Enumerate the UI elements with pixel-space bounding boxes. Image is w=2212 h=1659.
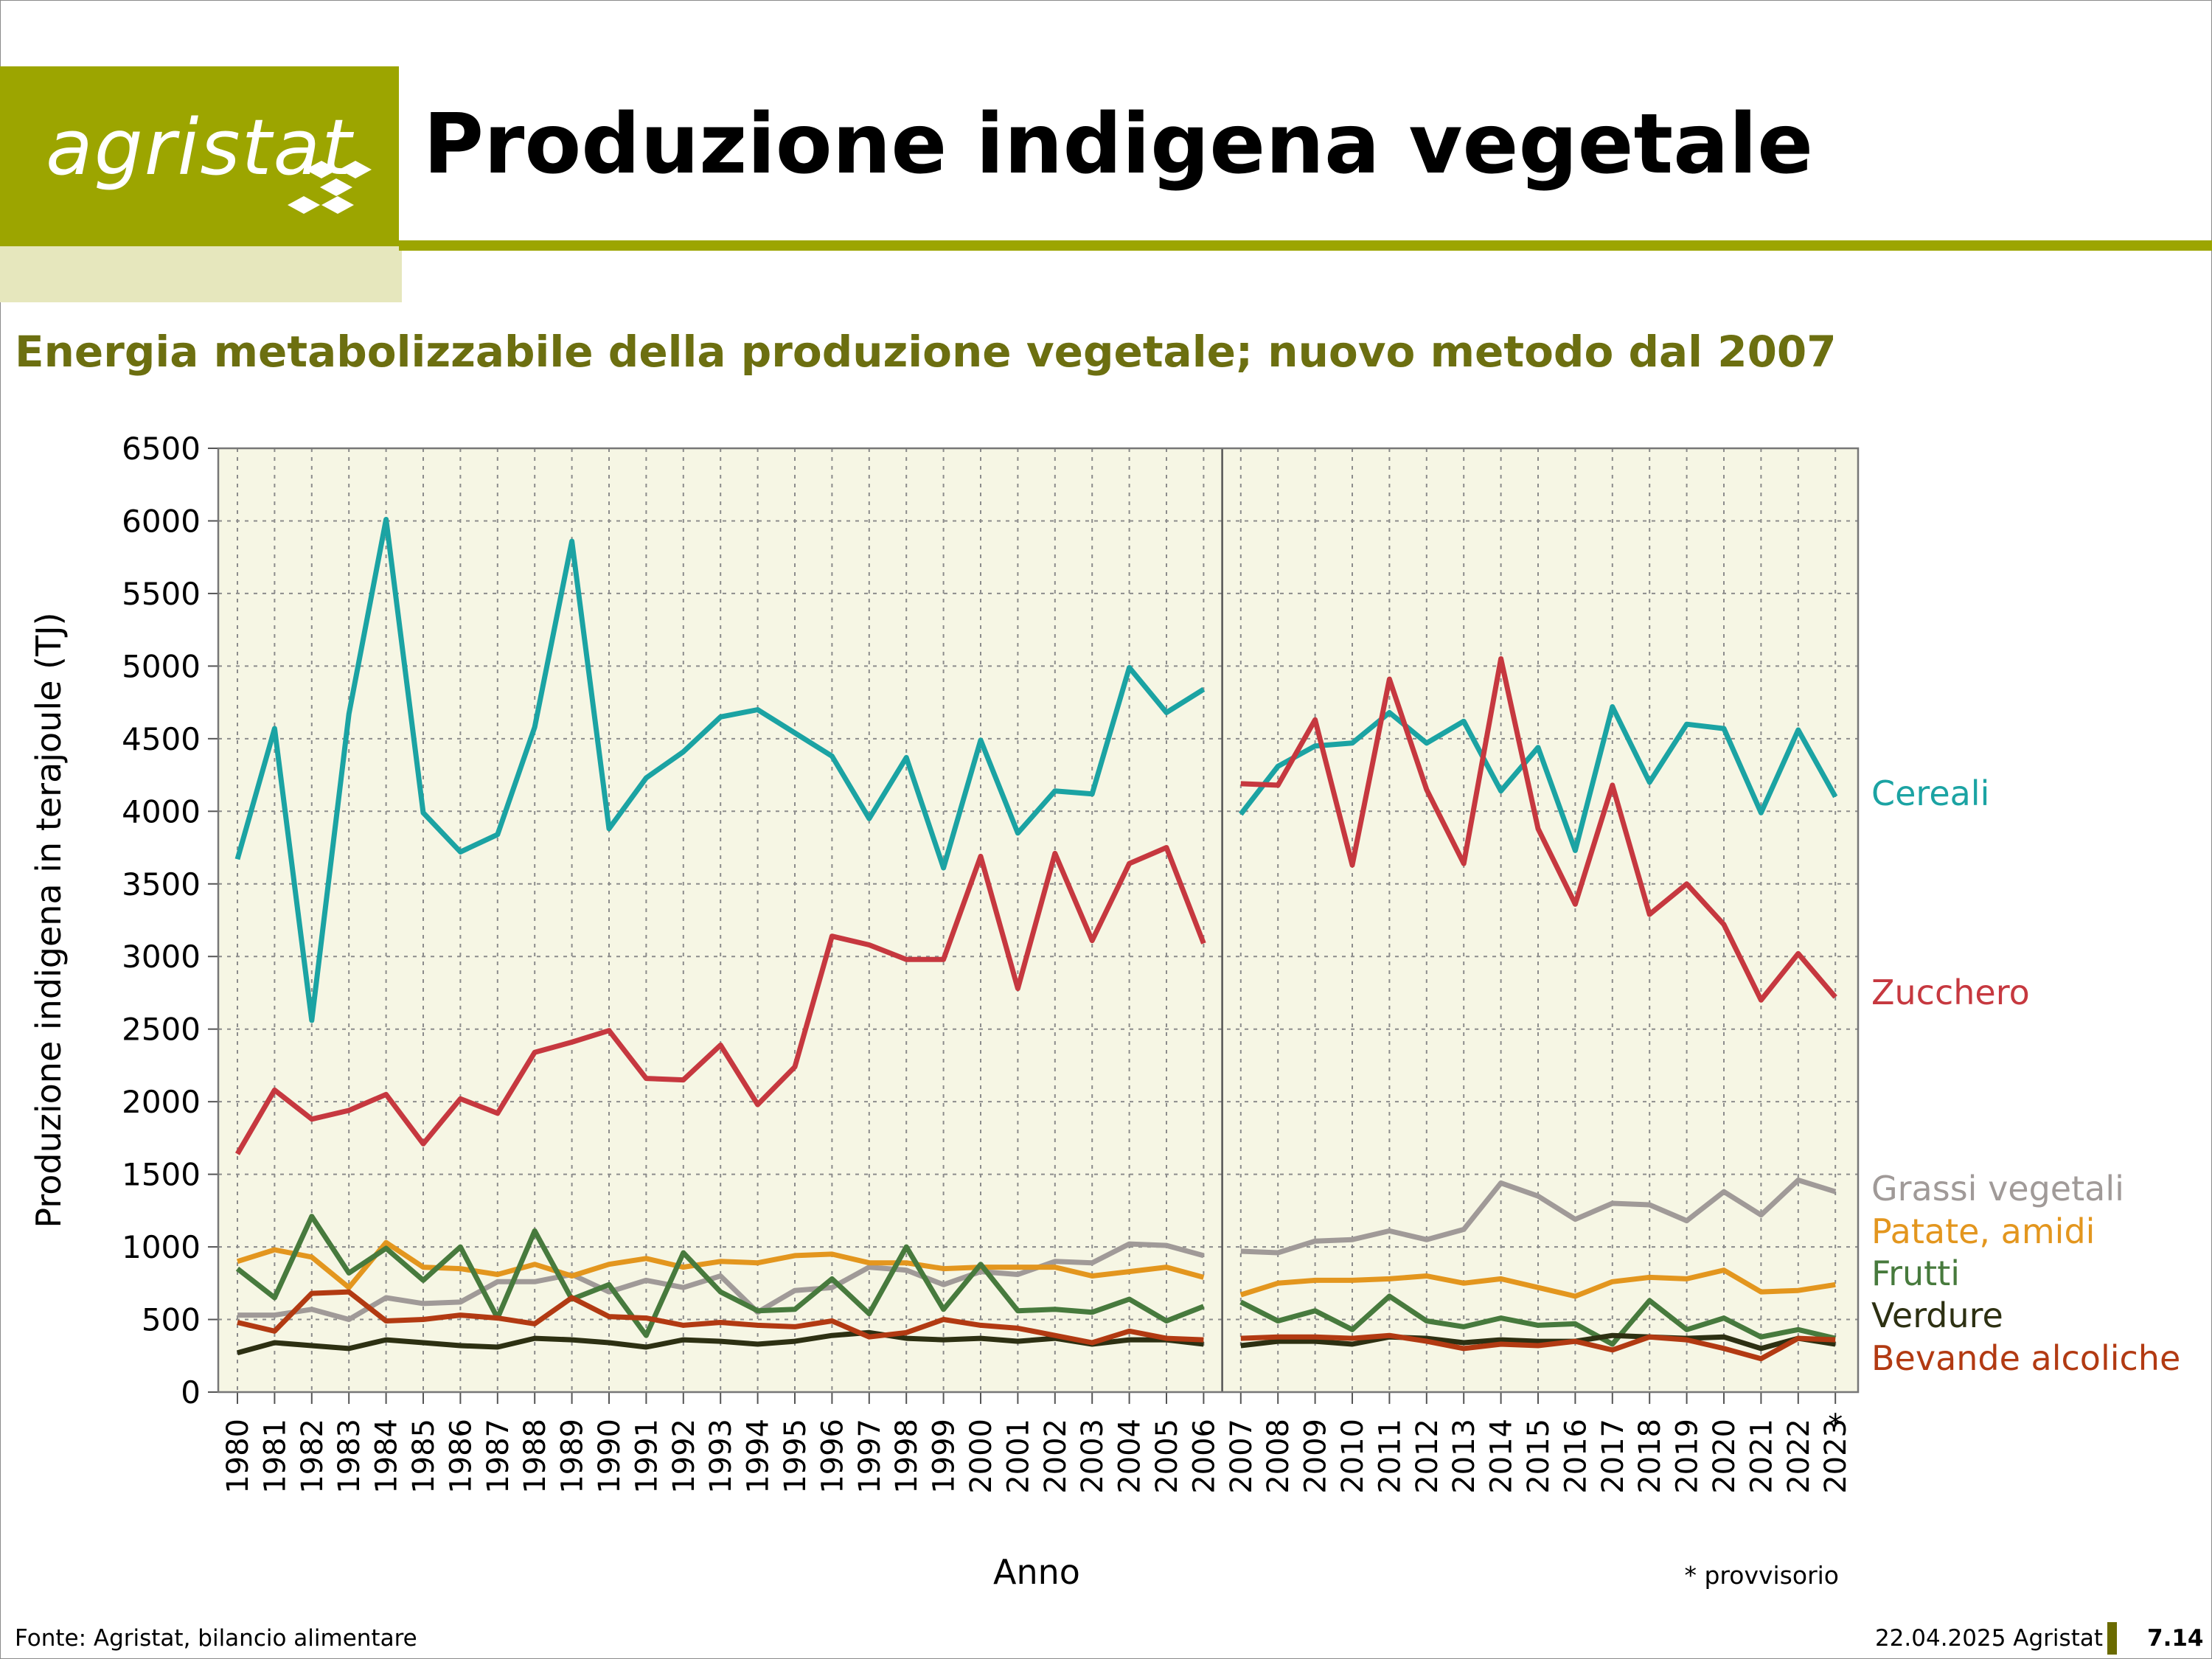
- x-tick-label: 1990: [593, 1419, 627, 1494]
- x-tick-label: 2004: [1113, 1419, 1147, 1494]
- x-tick-label: 1993: [704, 1419, 738, 1494]
- x-tick-label: 2002: [1039, 1419, 1073, 1494]
- x-tick-label: 2019: [1671, 1419, 1705, 1494]
- footer-source: Fonte: Agristat, bilancio alimentare: [15, 1625, 417, 1652]
- x-tick-label: 1999: [928, 1419, 961, 1494]
- series-line-frutti-1980-2006: [235, 1214, 1205, 1338]
- x-tick-label: 2021: [1745, 1419, 1778, 1494]
- x-tick-label: 2016: [1559, 1419, 1593, 1494]
- x-tick-label: 2003: [1076, 1419, 1110, 1494]
- y-tick-label: 0: [181, 1374, 201, 1411]
- legend-label-bevande-alcoliche: Bevande alcoliche: [1871, 1338, 2180, 1378]
- x-tick-label: 1981: [258, 1419, 292, 1494]
- series-line-frutti-2007-2023: [1239, 1293, 1836, 1347]
- footnote-marker: *: [1828, 1408, 1843, 1442]
- chart-subtitle: Energia metabolizzabile della produzione…: [15, 327, 1837, 377]
- y-tick-label: 5500: [122, 576, 201, 612]
- y-axis-title: Produzione indigena in terajoule (TJ): [29, 612, 69, 1228]
- y-tick-label: 4000: [122, 793, 201, 830]
- logo-underlay: [0, 246, 402, 302]
- series-line-cereali-1980-2006: [234, 517, 1206, 1023]
- page-number: 7.14: [2147, 1625, 2204, 1652]
- series-line-zucchero-1980-2006: [234, 845, 1206, 1155]
- x-tick-label: 2008: [1262, 1419, 1295, 1494]
- x-tick-label: 2013: [1447, 1419, 1481, 1494]
- series-line-grassi-vegetali-2007-2023: [1240, 1178, 1837, 1256]
- x-tick-label: 2017: [1596, 1419, 1630, 1494]
- footer-date: 22.04.2025 Agristat: [1874, 1625, 2103, 1652]
- agristat-logo: [0, 66, 399, 246]
- x-tick-label: 1980: [221, 1419, 255, 1494]
- footer-divider: [2107, 1622, 2117, 1655]
- x-tick-label: 1983: [333, 1419, 366, 1494]
- y-tick-label: 6000: [122, 503, 201, 539]
- x-tick-label: 2006: [1187, 1419, 1221, 1494]
- footnote-text: * provvisorio: [1684, 1561, 1839, 1590]
- series-line-bevande-alcoliche-2007-2023: [1240, 1332, 1836, 1362]
- x-tick-label: 1992: [667, 1419, 701, 1494]
- x-tick-label: 2010: [1336, 1419, 1370, 1494]
- x-tick-label: 2005: [1150, 1419, 1184, 1494]
- x-tick-label: 2022: [1782, 1419, 1816, 1494]
- y-tick-label: 6500: [122, 431, 201, 467]
- y-tick-label: 2000: [122, 1084, 201, 1120]
- series-line-patate-amidi-2007-2023: [1239, 1267, 1836, 1299]
- series-line-zucchero-2007-2023: [1240, 656, 1837, 1003]
- x-tick-label: 1998: [890, 1419, 924, 1494]
- x-tick-label: 1994: [742, 1419, 776, 1494]
- series-line-patate-amidi-1980-2006: [236, 1239, 1205, 1290]
- x-tick-label: 1986: [444, 1419, 478, 1494]
- x-tick-label: 1995: [779, 1419, 813, 1494]
- y-tick-label: 500: [142, 1302, 201, 1338]
- logo-diamonds-icon: [288, 161, 372, 214]
- x-tick-label: 1989: [556, 1419, 590, 1494]
- x-tick-label: 2007: [1225, 1419, 1259, 1494]
- x-axis-title: Anno: [993, 1552, 1080, 1592]
- x-tick-label: 2018: [1633, 1419, 1667, 1494]
- x-tick-label: 2015: [1522, 1419, 1556, 1494]
- x-tick-label: 2011: [1373, 1419, 1407, 1494]
- legend-label-cereali: Cereali: [1871, 773, 1989, 813]
- y-tick-label: 4500: [122, 721, 201, 757]
- x-tick-label: 1991: [630, 1419, 664, 1494]
- x-tick-label: 1982: [296, 1419, 330, 1494]
- series-line-bevande-alcoliche-1980-2006: [237, 1289, 1204, 1346]
- x-tick-label: 2001: [1001, 1419, 1035, 1494]
- line-chart: 0 500 1000 1500 2000 2500 3000 3500 4000 4500 5000…: [29, 431, 2180, 1592]
- plot-frame: [217, 447, 1860, 1394]
- series-line-cereali-2007-2023: [1239, 704, 1838, 853]
- legend-label-zucchero: Zucchero: [1871, 973, 2030, 1012]
- x-tick-label: 2014: [1485, 1419, 1519, 1494]
- x-tick-label: 1985: [407, 1419, 441, 1494]
- x-tick-label: 2012: [1411, 1419, 1444, 1494]
- legend-label-verdure: Verdure: [1871, 1295, 2003, 1335]
- x-tick-label: 2023: [1819, 1419, 1853, 1494]
- y-tick-label: 1500: [122, 1157, 201, 1193]
- legend-label-patate-amidi: Patate, amidi: [1871, 1211, 2095, 1251]
- y-tick-label: 3500: [122, 866, 201, 902]
- y-tick-label: 5000: [122, 648, 201, 684]
- y-tick-label: 1000: [122, 1229, 201, 1265]
- x-tick-label: 1987: [481, 1419, 515, 1494]
- x-tick-label: 2000: [964, 1419, 998, 1494]
- series-line-verdure-1980-2006: [237, 1329, 1204, 1356]
- y-tick-label: 2500: [122, 1012, 201, 1048]
- x-tick-label: 2009: [1299, 1419, 1333, 1494]
- header-rule: [399, 240, 2212, 251]
- page-title: Produzione indigena vegetale: [423, 97, 1814, 192]
- x-tick-label: 1988: [518, 1419, 552, 1494]
- y-tick-label: 3000: [122, 939, 201, 975]
- logo-text: agristat: [46, 102, 353, 192]
- legend-label-grassi-vegetali: Grassi vegetali: [1871, 1169, 2124, 1208]
- x-tick-label: 1996: [815, 1419, 849, 1494]
- x-tick-label: 1984: [370, 1419, 404, 1494]
- series-line-verdure-2007-2023: [1240, 1332, 1836, 1352]
- legend-label-frutti: Frutti: [1871, 1253, 1960, 1293]
- x-tick-label: 1997: [853, 1419, 887, 1494]
- x-tick-label: 2020: [1708, 1419, 1742, 1494]
